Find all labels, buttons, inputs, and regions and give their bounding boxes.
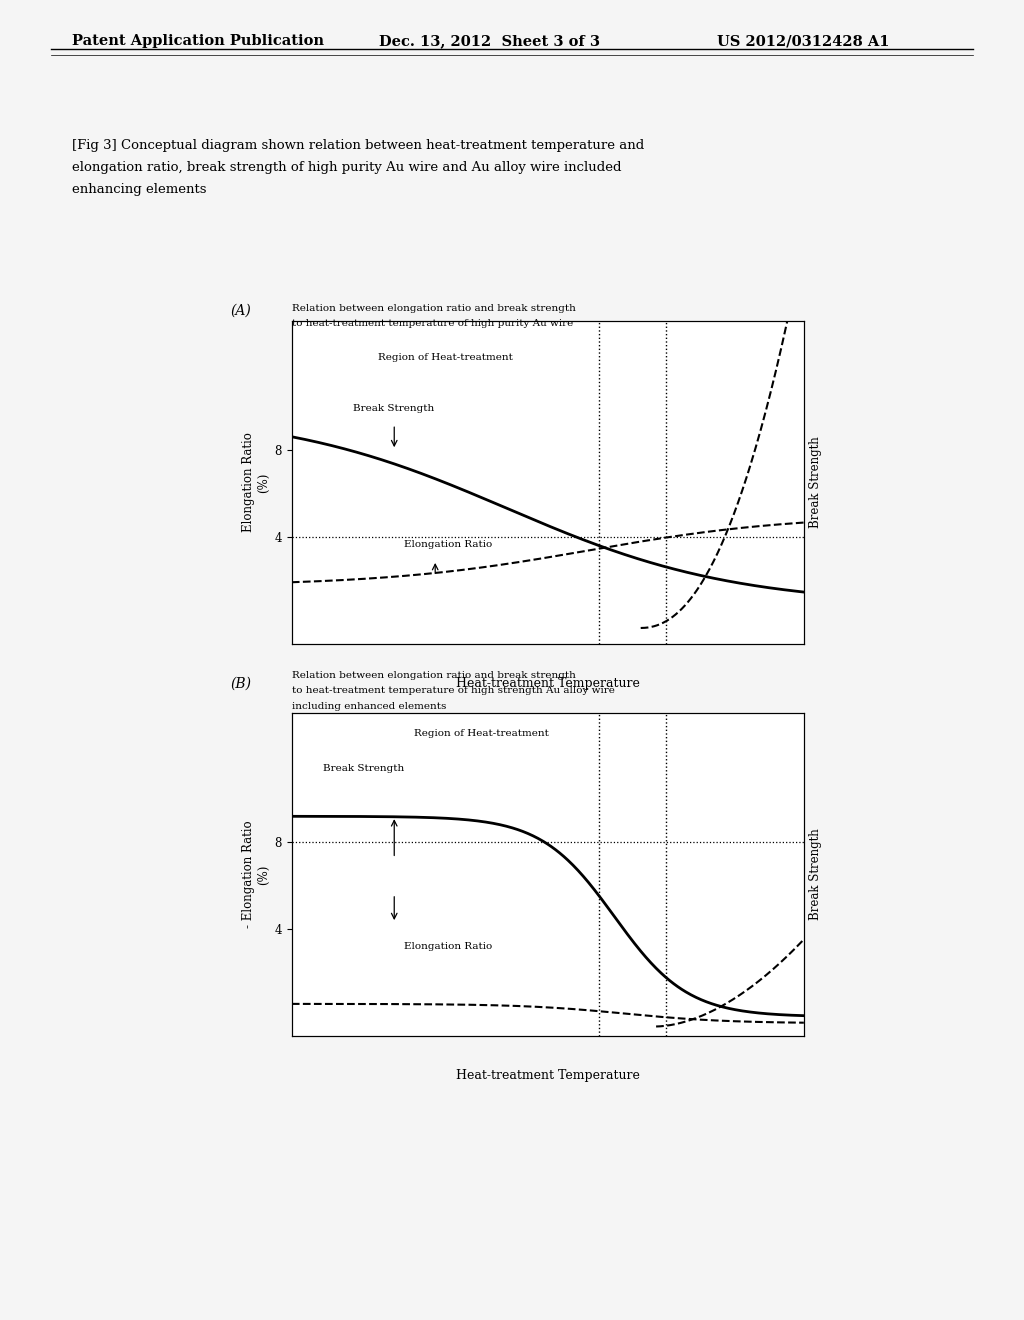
Y-axis label: - Elongation Ratio
(%): - Elongation Ratio (%) <box>243 821 270 928</box>
Text: Relation between elongation ratio and break strength: Relation between elongation ratio and br… <box>292 304 575 313</box>
Text: US 2012/0312428 A1: US 2012/0312428 A1 <box>717 34 889 49</box>
Text: Break Strength: Break Strength <box>323 764 403 774</box>
Text: Region of Heat-treatment: Region of Heat-treatment <box>414 729 549 738</box>
Text: enhancing elements: enhancing elements <box>72 183 206 197</box>
Text: Elongation Ratio: Elongation Ratio <box>404 540 493 549</box>
Text: Elongation Ratio: Elongation Ratio <box>404 942 493 950</box>
Text: Heat-treatment Temperature: Heat-treatment Temperature <box>456 676 640 689</box>
Text: (B): (B) <box>230 677 252 692</box>
Text: [Fig 3] Conceptual diagram shown relation between heat-treatment temperature and: [Fig 3] Conceptual diagram shown relatio… <box>72 139 644 152</box>
Text: to heat-treatment temperature of high purity Au wire: to heat-treatment temperature of high pu… <box>292 319 573 329</box>
Y-axis label: Break Strength: Break Strength <box>809 437 822 528</box>
Text: to heat-treatment temperature of high strength Au alloy wire: to heat-treatment temperature of high st… <box>292 686 614 696</box>
Text: Region of Heat-treatment: Region of Heat-treatment <box>378 352 513 362</box>
Text: Heat-treatment Temperature: Heat-treatment Temperature <box>456 1069 640 1081</box>
Text: elongation ratio, break strength of high purity Au wire and Au alloy wire includ: elongation ratio, break strength of high… <box>72 161 622 174</box>
Text: including enhanced elements: including enhanced elements <box>292 702 446 711</box>
Text: Dec. 13, 2012  Sheet 3 of 3: Dec. 13, 2012 Sheet 3 of 3 <box>379 34 600 49</box>
Y-axis label: Elongation Ratio
(%): Elongation Ratio (%) <box>243 433 270 532</box>
Y-axis label: Break Strength: Break Strength <box>809 829 822 920</box>
Text: Break Strength: Break Strength <box>353 404 434 413</box>
Text: Patent Application Publication: Patent Application Publication <box>72 34 324 49</box>
Text: (A): (A) <box>230 304 251 318</box>
Text: Relation between elongation ratio and break strength: Relation between elongation ratio and br… <box>292 671 575 680</box>
